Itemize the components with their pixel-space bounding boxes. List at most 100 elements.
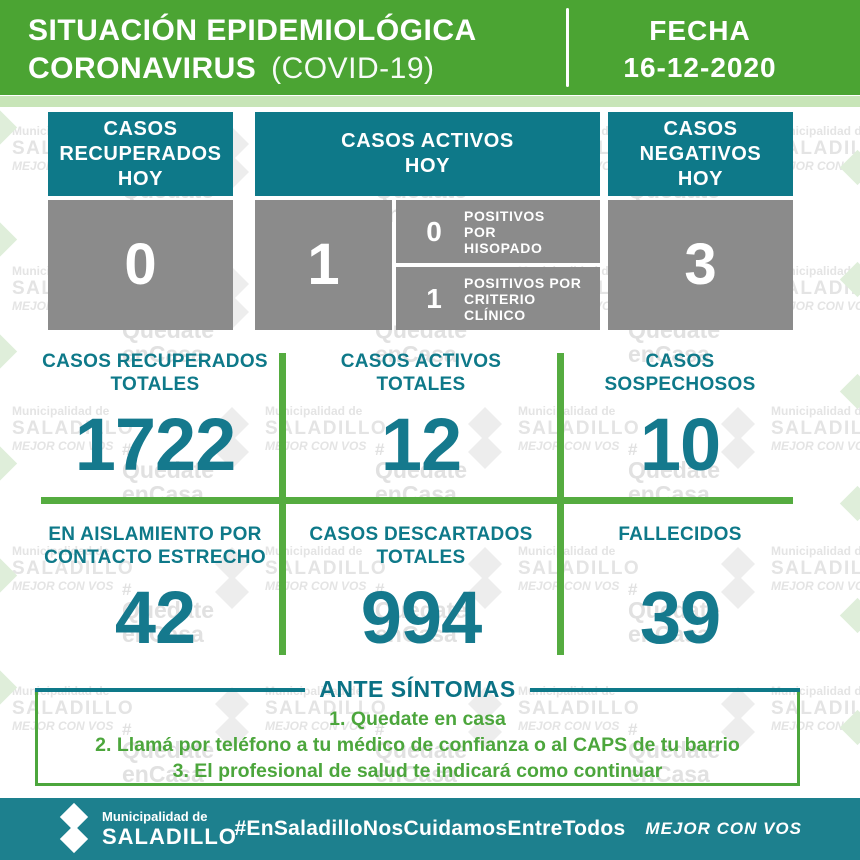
positives-clinical-box: 1 POSITIVOS POR CRITERIO CLÍNICO: [396, 267, 600, 330]
watermark-line: SALADILLO: [12, 418, 135, 439]
positives-clinical-label: POSITIVOS POR CRITERIO CLÍNICO: [464, 274, 582, 323]
watermark-line: Municipalidad de: [12, 404, 110, 418]
edge-diamond-icon: [839, 597, 860, 634]
stat-label: CASOS DESCARTADOS TOTALES: [309, 524, 533, 568]
stat-value: 10: [639, 403, 721, 486]
positives-swab-box: 0 POSITIVOS POR HISOPADO: [396, 200, 600, 263]
watermark-line: MEJOR CON VOS: [771, 579, 860, 593]
watermark-line: SALADILLO: [771, 278, 860, 299]
watermark-line: Municipalidad de: [771, 404, 860, 418]
watermark-line: #: [122, 440, 132, 459]
stat-suspected: CASOS SOSPECHOSOS 10: [570, 350, 790, 482]
logo-saladillo-text: SALADILLO: [102, 824, 237, 849]
watermark-line: enCasa: [375, 761, 457, 787]
title-coronavirus: CORONAVIRUS: [28, 52, 257, 85]
recovered-today-value: 0: [124, 232, 157, 297]
watermark-line: #: [628, 580, 638, 599]
watermark-line: MEJOR CON VOS: [518, 579, 620, 593]
symptoms-item-3: 3. El profesional de salud te indicará c…: [172, 760, 663, 782]
watermark-line: SALADILLO: [518, 698, 641, 719]
watermark-line: Municipalidad de: [771, 264, 860, 278]
watermark-line: Quedate: [122, 457, 215, 483]
edge-diamond-icon: [0, 221, 18, 258]
recovered-today-header: CASOS RECUPERADOS HOY: [48, 112, 233, 196]
watermark-line: Municipalidad de: [265, 544, 363, 558]
negative-today-label: CASOS NEGATIVOS HOY: [639, 117, 762, 190]
symptoms-list: 1. Quedate en casa 2. Llamá por teléfono…: [38, 690, 797, 784]
watermark-line: Quedate: [628, 457, 721, 483]
watermark-line: SALADILLO: [771, 698, 860, 719]
watermark-line: Quedate: [628, 597, 721, 623]
title-line2: CORONAVIRUS (COVID-19): [28, 50, 477, 88]
watermark-line: Municipalidad de: [518, 404, 616, 418]
watermark-line: MEJOR CON VOS: [12, 439, 114, 453]
watermark-line: MEJOR CON VOS: [771, 719, 860, 733]
watermark-line: enCasa: [375, 341, 457, 367]
positives-swab-label: POSITIVOS POR HISOPADO: [464, 207, 545, 256]
watermark-line: MEJOR CON VOS: [12, 579, 114, 593]
stat-value: 39: [639, 576, 721, 659]
watermark-line: SALADILLO: [771, 558, 860, 579]
watermark-line: #: [628, 720, 638, 739]
watermark-line: Quedate: [375, 737, 468, 763]
watermark-line: Municipalidad de: [518, 544, 616, 558]
watermark-line: SALADILLO: [265, 558, 388, 579]
recovered-today-label: CASOS RECUPERADOS HOY: [59, 117, 222, 190]
light-green-strip: [0, 96, 860, 107]
page-title: SITUACIÓN EPIDEMIOLÓGICA CORONAVIRUS (CO…: [28, 12, 477, 88]
positives-clinical-value: 1: [426, 282, 442, 314]
grid-divider-vertical-1: [279, 353, 286, 655]
watermark-line: MEJOR CON VOS: [265, 439, 367, 453]
header-banner: SITUACIÓN EPIDEMIOLÓGICA CORONAVIRUS (CO…: [0, 0, 860, 95]
watermark-line: #: [122, 720, 132, 739]
active-today-value-box: 1: [255, 200, 392, 330]
grid-divider-vertical-2: [557, 353, 564, 655]
watermark-line: Quedate: [628, 737, 721, 763]
stat-value: 994: [360, 576, 482, 659]
watermark-line: #: [375, 440, 385, 459]
recovered-today-value-box: 0: [48, 200, 233, 330]
stat-value: 12: [380, 403, 462, 486]
watermark-line: MEJOR CON VOS: [771, 439, 860, 453]
watermark-line: enCasa: [122, 761, 204, 787]
fecha-label: FECHA: [649, 15, 751, 46]
active-today-value: 1: [307, 232, 340, 297]
watermark-line: enCasa: [122, 341, 204, 367]
positives-swab-value: 0: [426, 215, 442, 247]
watermark-line: MEJOR CON VOS: [771, 299, 860, 313]
symptoms-title-row: ANTE SÍNTOMAS: [35, 676, 801, 703]
logo-municipalidad-text: Municipalidad de: [102, 809, 208, 824]
negative-today-header: CASOS NEGATIVOS HOY: [608, 112, 793, 196]
watermark-line: Quedate: [122, 737, 215, 763]
watermark-line: #: [375, 580, 385, 599]
footer-slogan: MEJOR CON VOS: [645, 819, 802, 838]
watermark-line: SALADILLO: [518, 418, 641, 439]
symptoms-item-1: 1. Quedate en casa: [329, 708, 506, 730]
watermark-line: enCasa: [122, 621, 204, 647]
symptoms-item-2: 2. Llamá por teléfono a tu médico de con…: [95, 734, 740, 756]
watermark-line: MEJOR CON VOS: [518, 439, 620, 453]
stat-deceased: FALLECIDOS 39: [570, 523, 790, 655]
watermark-line: enCasa: [628, 341, 710, 367]
stat-label: CASOS ACTIVOS TOTALES: [340, 351, 502, 395]
watermark-line: Municipalidad de: [265, 404, 363, 418]
stat-label: CASOS SOSPECHOSOS: [604, 351, 756, 395]
date-block: FECHA 16-12-2020: [580, 12, 820, 86]
watermark-line: Municipalidad de: [771, 124, 860, 138]
